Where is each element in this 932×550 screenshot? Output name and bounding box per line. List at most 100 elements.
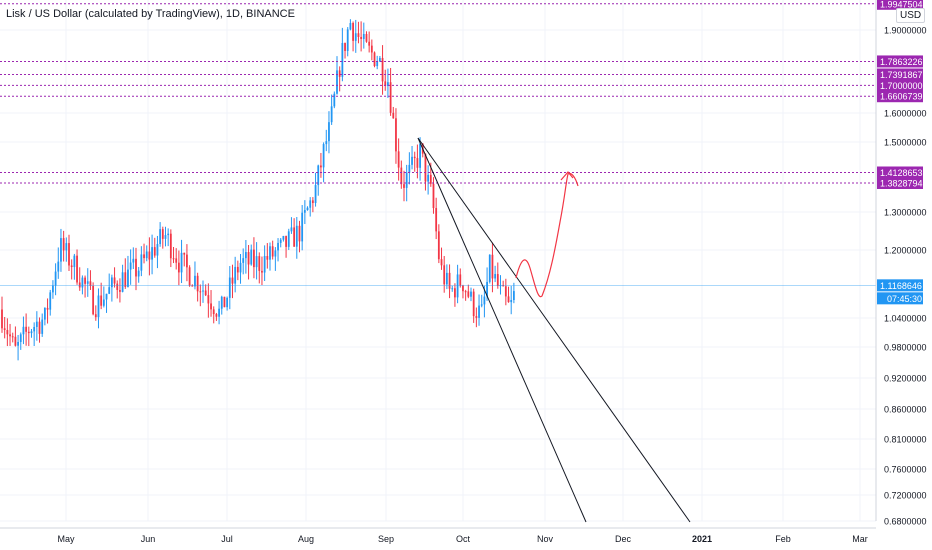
- candle-body: [33, 326, 36, 332]
- candle-body: [143, 254, 145, 259]
- x-tick-label: Jul: [221, 534, 233, 544]
- candle-body: [204, 290, 207, 296]
- candle-body: [258, 256, 261, 271]
- candle-body: [298, 225, 301, 242]
- candle-body: [384, 81, 387, 86]
- candle-body: [210, 303, 212, 310]
- candle-body: [3, 328, 6, 330]
- candle-body: [247, 252, 250, 265]
- y-tick-label: 1.5000000: [884, 138, 927, 148]
- projection-path: [515, 172, 579, 298]
- candle-body: [172, 258, 175, 260]
- candle-body: [212, 309, 215, 315]
- candle-body: [145, 251, 148, 259]
- candle-body: [35, 321, 38, 327]
- current-price-label: 1.1168646: [880, 281, 922, 291]
- candle-body: [462, 285, 464, 292]
- candle-body: [330, 106, 333, 123]
- candle-body: [86, 281, 89, 284]
- candle-body: [226, 297, 229, 308]
- candle-body: [349, 23, 352, 30]
- candle-body: [159, 229, 162, 245]
- projection-arrowhead: [560, 171, 574, 181]
- candle-body: [148, 251, 151, 260]
- candle-body: [504, 286, 507, 297]
- candle-body: [116, 283, 119, 290]
- candle-body: [440, 259, 443, 266]
- candle-body: [41, 319, 44, 334]
- candle-body: [269, 246, 271, 260]
- x-tick-label: Mar: [852, 534, 868, 544]
- candle-body: [250, 249, 253, 265]
- candle-body: [413, 156, 416, 159]
- horizontal-levels: [0, 3, 876, 286]
- y-tick-label: 0.7600000: [884, 465, 927, 475]
- candle-body: [76, 255, 78, 283]
- candle-body: [344, 43, 346, 51]
- candle-body: [223, 296, 226, 308]
- candle-body: [510, 299, 513, 303]
- candle-body: [445, 272, 448, 285]
- candle-body: [89, 281, 92, 286]
- candle-body: [180, 252, 183, 273]
- grid: [0, 0, 876, 522]
- candle-body: [22, 326, 25, 335]
- candle-body: [135, 258, 137, 277]
- level-price-tag: [877, 0, 923, 10]
- candle-body: [129, 262, 132, 270]
- candle-body: [365, 33, 368, 42]
- candle-body: [236, 266, 239, 273]
- y-tick-label: 0.9800000: [884, 343, 927, 353]
- candle-body: [231, 277, 234, 284]
- candle-body: [38, 321, 41, 334]
- candle-body: [403, 184, 405, 188]
- candle-body: [378, 57, 381, 62]
- level-price-label: 1.6606739: [880, 92, 923, 102]
- x-tick-label: Dec: [615, 534, 632, 544]
- candle-body: [478, 305, 480, 318]
- level-price-tag: [877, 90, 923, 103]
- candle-body: [427, 174, 430, 182]
- candle-body: [199, 291, 202, 293]
- candle-body: [454, 288, 456, 298]
- candle-body: [360, 36, 363, 39]
- candle-body: [376, 61, 379, 67]
- y-tick-label: 0.6800000: [884, 517, 927, 527]
- candle-body: [325, 141, 328, 145]
- currency-button[interactable]: USD: [896, 8, 926, 23]
- candle-body: [314, 185, 317, 204]
- candle-body: [502, 285, 505, 287]
- candle-body: [127, 269, 129, 287]
- candle-body: [220, 296, 223, 309]
- candle-body: [429, 174, 432, 184]
- candle-body: [362, 33, 365, 39]
- candle-body: [290, 227, 293, 232]
- level-price-tag: [877, 79, 923, 92]
- candle-body: [451, 288, 454, 290]
- candle-body: [435, 208, 438, 232]
- candle-body: [177, 262, 180, 273]
- candle-body: [368, 41, 371, 46]
- candle-body: [84, 277, 86, 284]
- candle-body: [255, 256, 258, 268]
- level-price-label: 1.4128653: [880, 168, 923, 178]
- time-axis: May Jun Jul Aug Sep Oct Nov Dec 2021 Feb Mar: [0, 527, 876, 544]
- candle-body: [244, 252, 247, 259]
- candle-body: [475, 316, 478, 318]
- x-tick-label: 2021: [692, 534, 712, 544]
- candle-body: [306, 207, 309, 211]
- candle-body: [432, 183, 435, 209]
- candle-body: [11, 336, 14, 338]
- x-tick-label: Sep: [378, 534, 394, 544]
- countdown-tag: [877, 292, 923, 305]
- candle-body: [470, 291, 472, 297]
- candle-body: [512, 291, 515, 300]
- candle-body: [370, 45, 373, 53]
- candle-body: [295, 225, 298, 247]
- chart-title: Lisk / US Dollar (calculated by TradingV…: [6, 8, 295, 20]
- candle-body: [448, 272, 451, 289]
- candle-body: [167, 233, 170, 236]
- candle-body: [105, 293, 108, 300]
- candle-body: [263, 256, 266, 273]
